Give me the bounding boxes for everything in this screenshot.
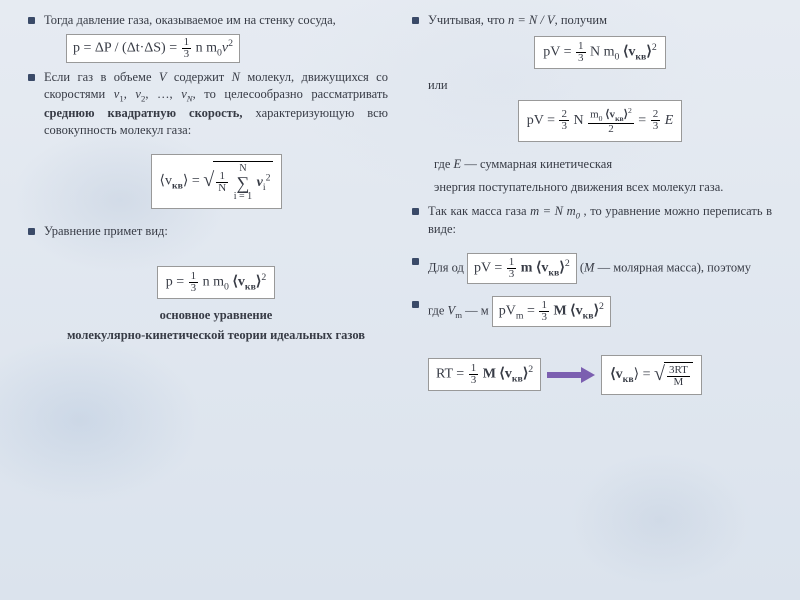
formula-vkv-result: ⟨vкв⟩ = 3RTM [601, 355, 702, 395]
left-para-3: Уравнение примет вид: [28, 223, 388, 241]
left-para-1: Тогда давление газа, оказываемое им на с… [28, 12, 388, 63]
formula-pressure-definition: p = ΔP / (Δt·ΔS) = 13 n m0v2 [66, 34, 240, 63]
right-or: или [412, 77, 772, 95]
formula-pv-nm0: pV = 13 N m0 ⟨vкв⟩2 [534, 36, 665, 69]
right-para-4: Для од pV = 13 m ⟨vкв⟩2 (M — молярная ма… [412, 253, 772, 284]
right-column: Учитывая, что n = N / V, получим pV = 13… [412, 12, 772, 588]
right-para-5: где Vm — м pVm = 13 M ⟨vкв⟩2 [412, 296, 772, 327]
formula-basic-mkt: p = 13 n m0 ⟨vкв⟩2 [157, 266, 275, 299]
formula-pvm: pVm = 13 M ⟨vкв⟩2 [492, 296, 611, 327]
formula-rt: RT = 13 M ⟨vкв⟩2 [428, 358, 541, 391]
left-column: Тогда давление газа, оказываемое им на с… [28, 12, 388, 588]
right-para-2b: энергия поступательного движения всех мо… [412, 179, 772, 197]
two-column-layout: Тогда давление газа, оказываемое им на с… [0, 0, 800, 600]
formula-pv-energy: pV = 23 N m0 ⟨vкв⟩2 2 = 23 E [518, 100, 683, 142]
formula-pv-mass: pV = 13 m ⟨vкв⟩2 [467, 253, 577, 284]
right-para-2a: где E — суммарная кинетическая [412, 156, 772, 174]
equation-title-2: молекулярно-кинетической теории идеальны… [28, 327, 388, 345]
arrow-icon [547, 367, 595, 383]
bottom-derivation-row: RT = 13 M ⟨vкв⟩2 ⟨vкв⟩ = 3RTM [412, 355, 772, 395]
formula-rms-velocity: ⟨vкв⟩ = 1N N∑i = 1 vi2 [151, 154, 282, 209]
right-para-3: Так как масса газа m = N m0 , то уравнен… [412, 203, 772, 239]
right-para-1: Учитывая, что n = N / V, получим [412, 12, 772, 30]
left-para-2: Если газ в объеме V содержит N молекул, … [28, 69, 388, 140]
equation-title-1: основное уравнение [28, 307, 388, 325]
text: Тогда давление газа, оказываемое им на с… [44, 13, 336, 27]
